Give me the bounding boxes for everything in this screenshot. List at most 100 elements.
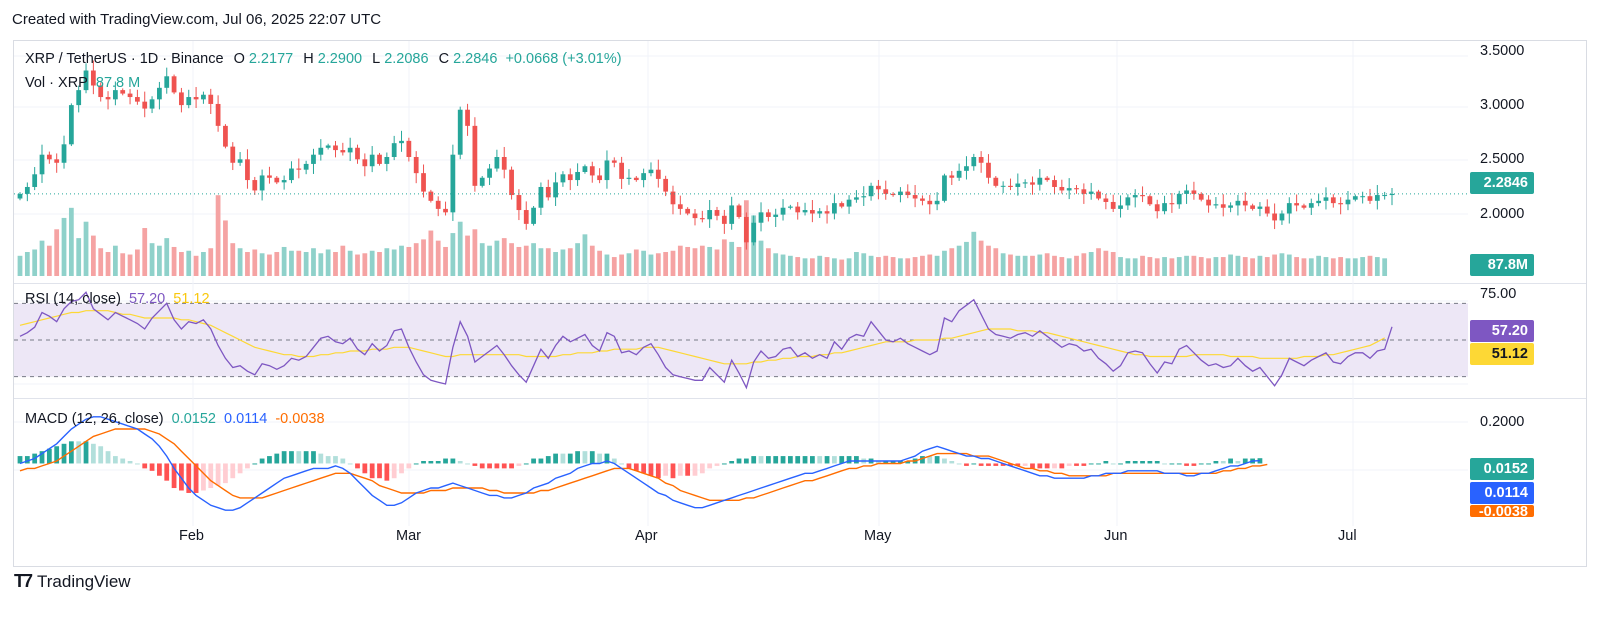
candle-body xyxy=(1052,180,1057,187)
macd-label[interactable]: MACD (12, 26, close) xyxy=(25,411,164,427)
volume-bar xyxy=(39,240,45,276)
candle-body xyxy=(142,101,148,109)
candle-body xyxy=(641,173,647,181)
volume-bar xyxy=(215,195,221,276)
signal-line xyxy=(19,428,1268,501)
volume-bar xyxy=(362,253,368,276)
macd-histogram-bar xyxy=(296,451,302,464)
candle-body xyxy=(1037,177,1043,185)
macd-histogram-bar xyxy=(765,456,771,464)
rsi-macd-divider[interactable] xyxy=(14,398,1586,399)
candle-body xyxy=(1008,185,1013,187)
macd-histogram-bar xyxy=(810,456,815,464)
candle-body xyxy=(1000,185,1006,187)
macd-histogram-bar xyxy=(355,463,360,469)
candle-body xyxy=(751,222,757,243)
candle-body xyxy=(795,206,801,213)
volume-bar xyxy=(810,258,815,276)
candle-body xyxy=(501,157,507,170)
volume-bar xyxy=(1272,254,1277,276)
volume-bar xyxy=(201,252,206,276)
candle-body xyxy=(1022,182,1028,184)
candle-body xyxy=(597,175,602,181)
candle-body xyxy=(1044,177,1050,181)
volume-label[interactable]: Vol · XRP xyxy=(25,75,88,91)
volume-bar xyxy=(949,248,955,276)
candle-body xyxy=(1316,200,1322,204)
candle-body xyxy=(1301,205,1307,208)
macd-histogram-bar xyxy=(230,463,236,479)
candle-body xyxy=(83,70,89,91)
candle-body xyxy=(1088,191,1094,194)
candle-body xyxy=(223,125,228,147)
volume-bar xyxy=(68,207,74,276)
volume-bar xyxy=(589,245,595,276)
candle-body xyxy=(1382,195,1388,197)
candle-body xyxy=(1294,203,1300,206)
candle-body xyxy=(707,210,713,220)
macd-histogram-bar xyxy=(883,461,889,464)
candle-body xyxy=(413,157,419,174)
volume-bar xyxy=(633,249,639,276)
macd-histogram-bar xyxy=(1000,463,1006,466)
candle-body xyxy=(201,94,206,100)
volume-bar xyxy=(868,255,874,276)
candle-body xyxy=(443,208,448,213)
rsi-tick-label: 75.00 xyxy=(1480,286,1517,302)
candle-body xyxy=(523,210,529,224)
macd-histogram-bar xyxy=(157,463,162,476)
candle-body xyxy=(509,169,514,196)
volume-bar xyxy=(1000,253,1006,276)
macd-histogram-bar xyxy=(538,458,544,464)
candle-body xyxy=(296,168,302,170)
candle-body xyxy=(1360,196,1366,198)
volume-bar xyxy=(450,233,456,276)
candle-body xyxy=(545,186,551,198)
month-label: Jul xyxy=(1338,528,1357,544)
candle-body xyxy=(1308,203,1314,208)
macd-histogram-bar xyxy=(399,463,404,474)
volume-bar xyxy=(1118,257,1123,276)
volume-bar xyxy=(1096,248,1101,276)
candle-body xyxy=(978,157,984,163)
candle-body xyxy=(589,166,595,176)
macd-histogram-bar xyxy=(1147,461,1153,464)
macd-histogram-bar xyxy=(76,441,82,464)
candle-body xyxy=(215,103,221,126)
macd-histogram-bar xyxy=(956,463,962,465)
volume-bar xyxy=(1198,257,1204,276)
volume-bar xyxy=(1352,258,1358,276)
macd-histogram-bar xyxy=(465,463,470,465)
volume-bar xyxy=(1103,250,1109,276)
rsi-value: 57.20 xyxy=(128,291,166,307)
volume-bar xyxy=(208,248,214,276)
tradingview-footer[interactable]: T7 TradingView xyxy=(14,571,131,592)
macd-histogram-bar xyxy=(604,453,610,464)
candle-body xyxy=(61,144,67,163)
symbol-title[interactable]: XRP / TetherUS · 1D · Binance xyxy=(25,51,224,67)
candle-body xyxy=(1081,189,1087,194)
volume-bar xyxy=(457,221,463,276)
rsi-label[interactable]: RSI (14, close) xyxy=(25,291,121,307)
macd-histogram-bar xyxy=(846,456,852,464)
macd-histogram-bar xyxy=(1257,458,1263,464)
macd-histogram-bar xyxy=(589,451,595,464)
volume-bar xyxy=(861,253,867,276)
macd-histogram-bar xyxy=(509,463,514,469)
volume-bar xyxy=(920,255,925,276)
candle-body xyxy=(1132,195,1138,198)
candle-body xyxy=(1015,183,1021,187)
volume-bar xyxy=(171,246,177,276)
candle-body xyxy=(1206,199,1211,206)
macd-histogram-bar xyxy=(479,463,485,469)
macd-histogram-bar xyxy=(1125,461,1131,464)
macd-histogram-bar xyxy=(391,463,397,479)
macd-histogram-bar xyxy=(149,463,155,471)
macd-histogram-bar xyxy=(633,463,639,471)
candle-body xyxy=(450,154,456,213)
price-rsi-divider[interactable] xyxy=(14,283,1586,284)
candle-body xyxy=(1125,197,1131,206)
candle-body xyxy=(252,180,258,191)
volume-bar xyxy=(325,249,331,276)
